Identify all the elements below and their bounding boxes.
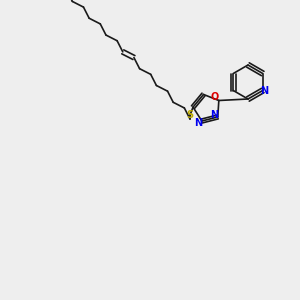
Text: N: N xyxy=(210,110,218,120)
Text: N: N xyxy=(194,118,202,128)
Text: S: S xyxy=(187,110,194,120)
Text: O: O xyxy=(210,92,218,103)
Text: N: N xyxy=(260,85,268,95)
